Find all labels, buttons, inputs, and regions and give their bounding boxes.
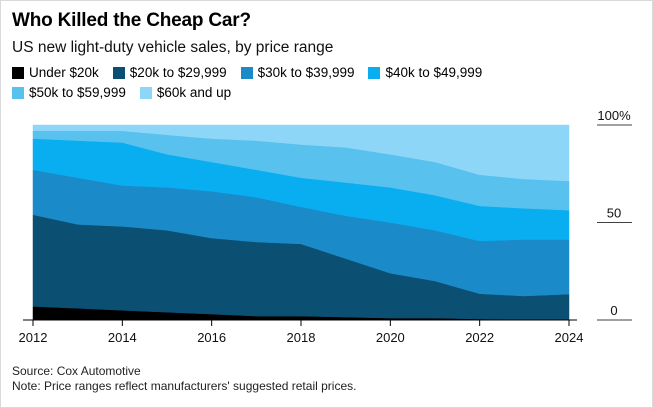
area-series (32, 124, 570, 182)
legend-item: $20k to $29,999 (112, 64, 227, 82)
legend-item: $40k to $49,999 (368, 64, 482, 82)
x-tick-label: 2014 (108, 330, 137, 345)
legend-swatch (112, 67, 125, 79)
chart-legend: Under $20k $20k to $29,999 $30k to $39,999… (12, 64, 612, 104)
legend-swatch (12, 87, 24, 99)
x-tick-label: 2022 (465, 330, 494, 345)
legend-label: $60k and up (156, 85, 232, 100)
legend-label: $30k to $39,999 (257, 65, 355, 80)
y-tick-label: 100% (597, 108, 631, 123)
legend-item: $60k and up (139, 84, 232, 102)
x-tick-label: 2012 (19, 330, 48, 345)
x-tick-label: 2016 (197, 330, 226, 345)
legend-label: Under $20k (29, 65, 99, 80)
legend-swatch (12, 67, 24, 79)
legend-item: Under $20k (12, 64, 99, 82)
x-tick-label: 2020 (376, 330, 405, 345)
legend-swatch (139, 87, 152, 99)
chart-footer: Source: Cox Automotive Note: Price range… (12, 364, 356, 394)
source-note: Source: Cox Automotive (12, 364, 141, 378)
legend-swatch (240, 67, 253, 79)
legend-label: $20k to $29,999 (129, 65, 227, 80)
legend-item: $50k to $59,999 (12, 84, 126, 102)
legend-swatch (368, 67, 381, 79)
y-tick-label: 50 (607, 206, 621, 221)
x-tick-label: 2024 (555, 330, 584, 345)
price-note: Note: Price ranges reflect manufacturers… (12, 379, 357, 393)
legend-label: $40k to $49,999 (385, 65, 483, 80)
y-tick-label: 0 (610, 303, 617, 318)
x-tick-label: 2018 (287, 330, 316, 345)
chart-subtitle: US new light-duty vehicle sales, by pric… (12, 39, 334, 56)
chart-title: Who Killed the Cheap Car? (12, 10, 251, 31)
legend-item: $30k to $39,999 (240, 64, 355, 82)
legend-label: $50k to $59,999 (29, 85, 126, 100)
